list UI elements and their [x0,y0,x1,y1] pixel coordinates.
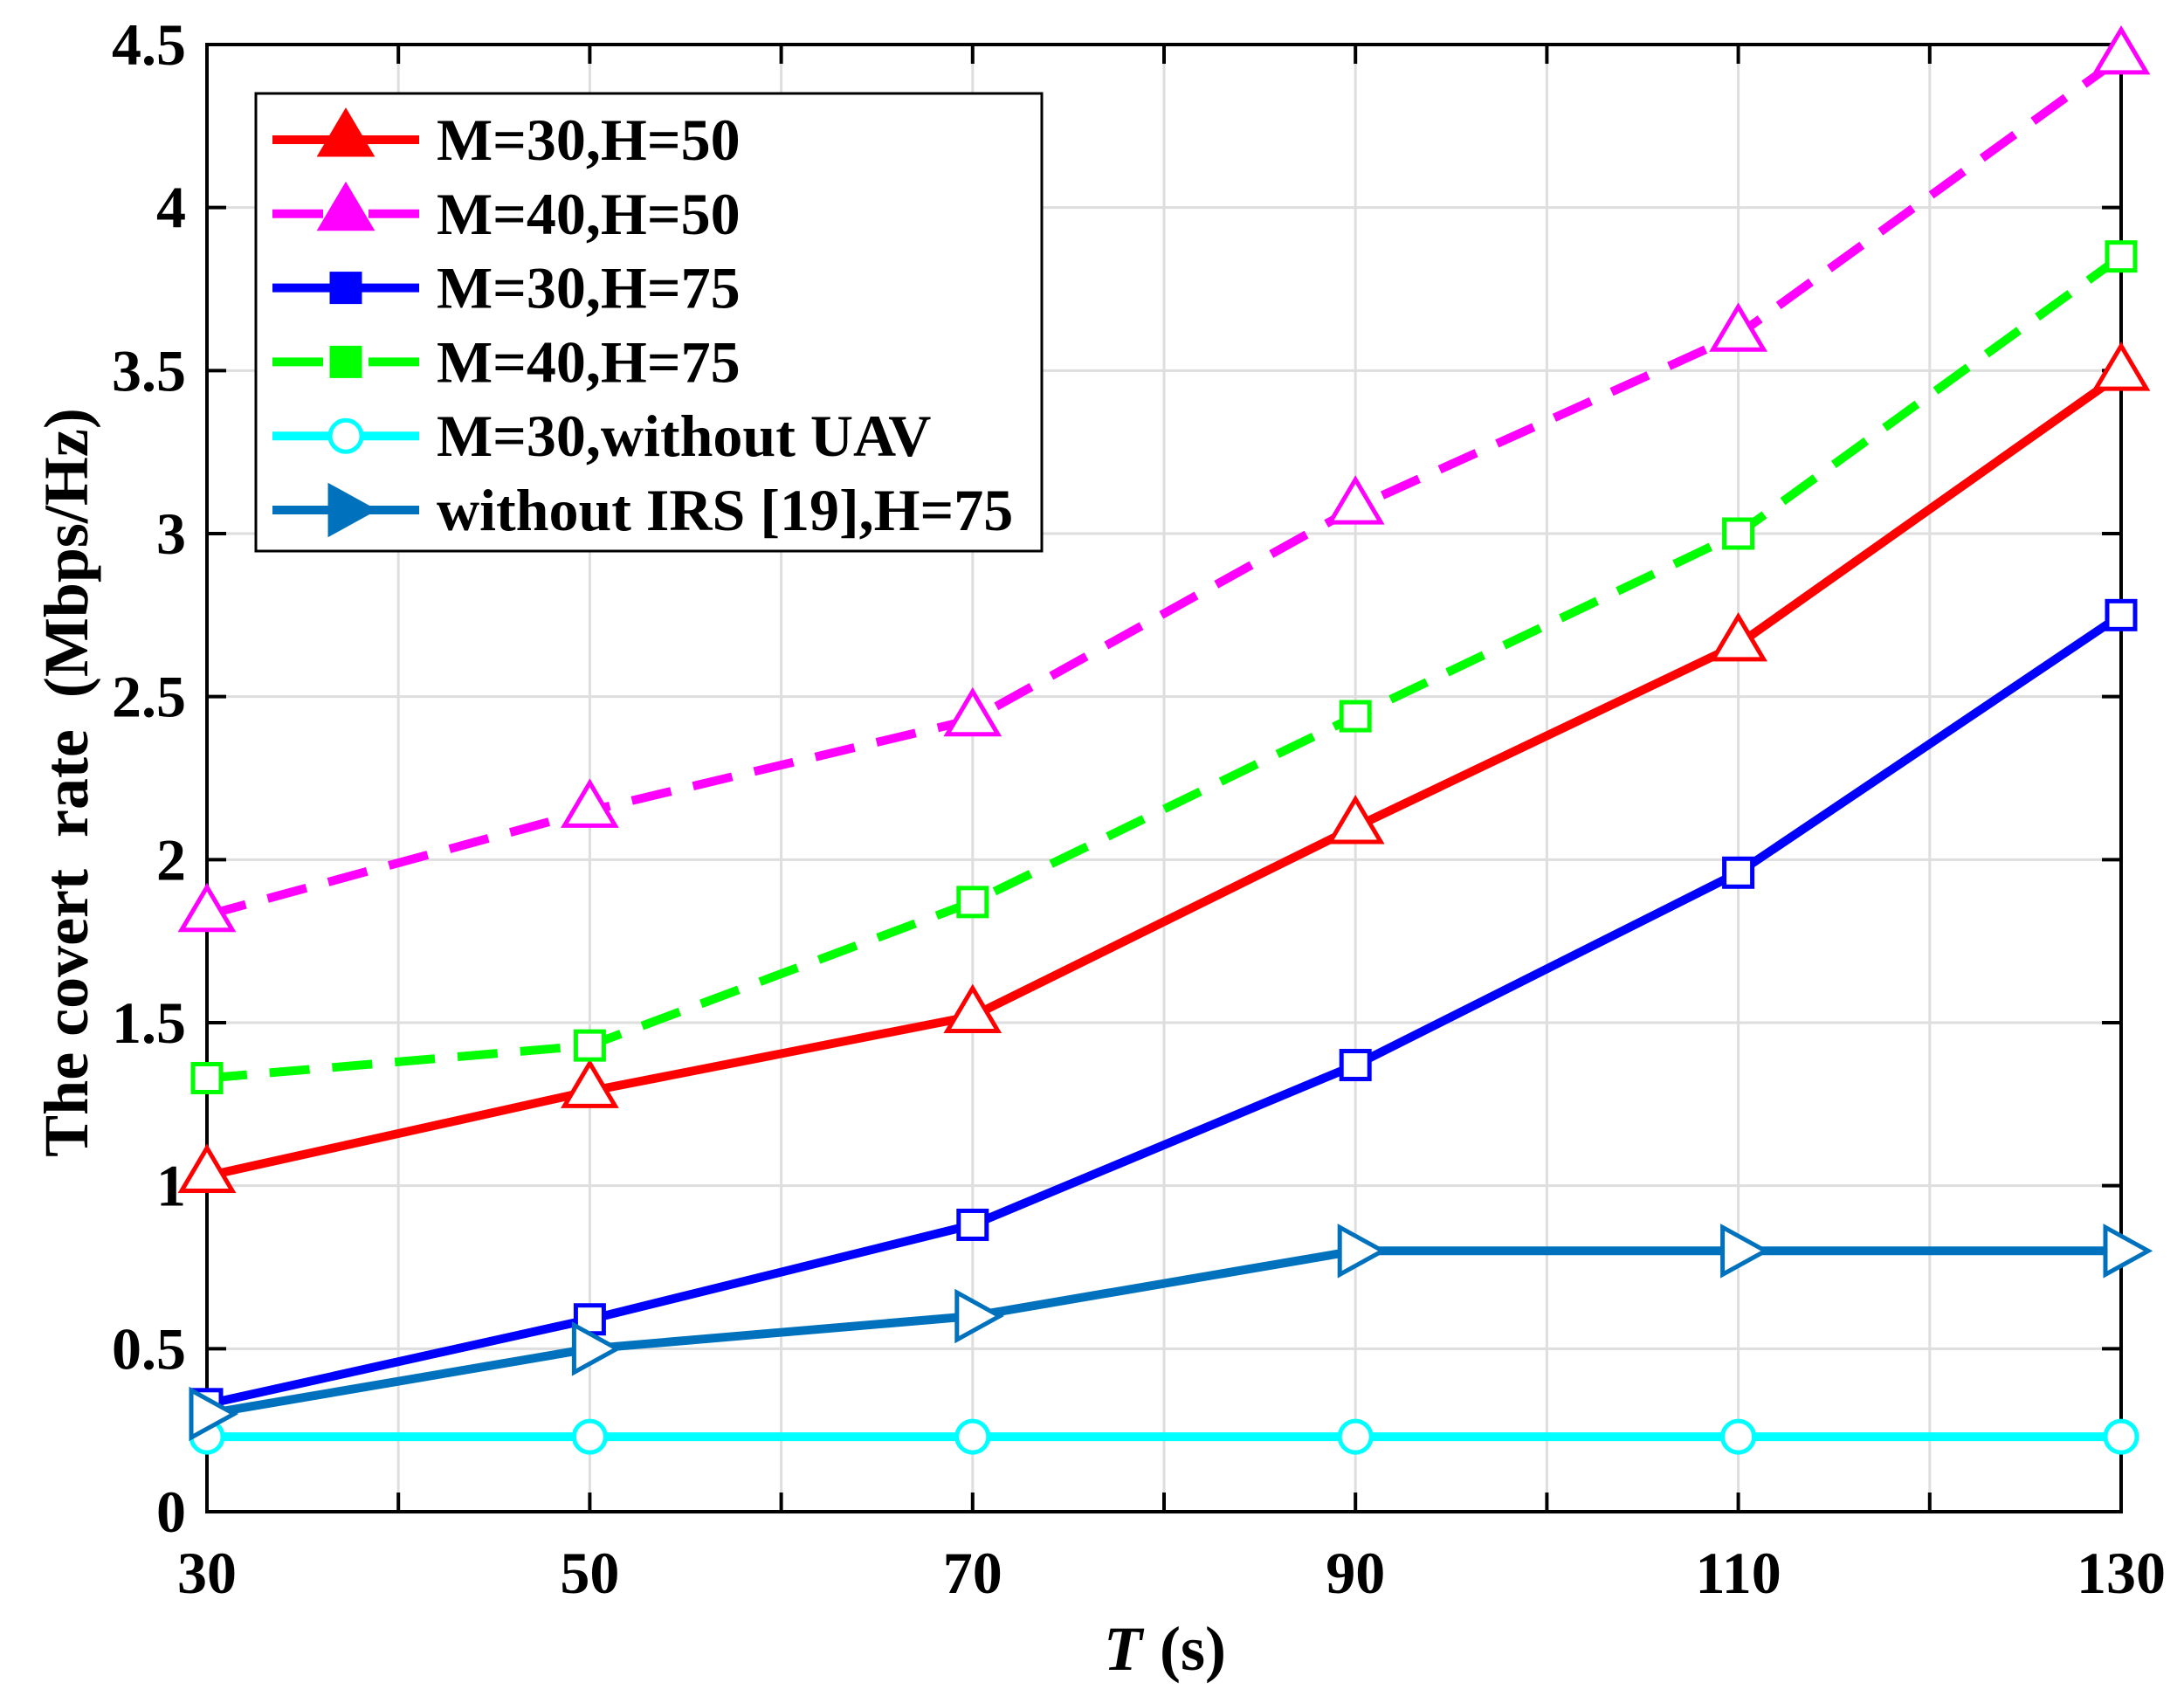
data-point-marker [956,886,989,919]
legend-entry: M=30,H=50 [272,107,741,173]
series-m-30-h-75 [190,598,2138,1421]
y-tick-label: 4 [156,175,186,241]
axes: 0 0.5 1 1.5 2 2.5 3 3.5 4 4.5 30 50 70 90 110 130 [112,11,2166,1606]
legend-label: M=30,without UAV [437,403,931,469]
series-m-30-without-uav [189,1418,2139,1455]
y-axis-label: The covert rate (Mbps/Hz) [31,408,101,1157]
x-axis-label: T (s) [1104,1614,1226,1684]
data-point-marker [189,1386,239,1442]
data-point-marker [1339,1049,1372,1082]
legend: M=30,H=50 M=40,H=50 M=30,H=75 M=40,H=75 M=30… [254,92,1044,553]
legend-label: M=30,H=75 [437,255,741,321]
data-point-marker [177,1143,237,1193]
legend-marker [327,482,378,538]
legend-label: without IRS [19],H=75 [437,477,1013,543]
y-tick-label: 2.5 [112,664,186,730]
legend-entry: M=30,H=75 [272,255,741,321]
y-tick-label: 1.5 [112,989,186,1056]
data-point-marker [2103,1418,2139,1455]
x-tick-label: 130 [2077,1540,2166,1606]
data-point-marker [2091,25,2151,75]
legend-label: M=30,H=50 [437,107,741,173]
data-point-marker [956,1208,989,1241]
y-tick-label: 1 [156,1153,186,1219]
data-point-marker [1722,856,1755,889]
y-tick-label: 3.5 [112,337,186,403]
series-without-irs-19-h-75 [189,1224,2153,1442]
series-m-40-h-50 [177,25,2151,933]
legend-marker [329,345,362,378]
series-m-40-h-75 [190,240,2138,1094]
legend-marker [327,417,364,454]
y-tick-label: 0.5 [112,1315,186,1382]
data-point-marker [1339,700,1372,733]
series-line [206,1246,2121,1418]
data-point-marker [2103,1224,2153,1279]
legend-label: M=40,H=75 [437,328,741,395]
data-point-marker [561,778,619,828]
data-point-marker [1720,1418,1757,1455]
data-point-marker [561,1058,619,1108]
series-line [206,252,2124,1083]
data-point-marker [2105,240,2138,273]
legend-label: M=40,H=50 [437,181,741,247]
data-point-marker [943,983,1002,1034]
data-point-marker [177,882,237,933]
data-point-marker [2105,598,2138,631]
legend-marker [316,107,375,157]
data-point-marker [954,1288,1004,1344]
legend-entry: M=30,without UAV [272,403,931,469]
data-point-marker [1709,302,1767,352]
data-point-marker [2091,341,2151,391]
legend-box [254,92,1044,553]
data-point-marker [1722,517,1755,550]
data-point-marker [1337,1224,1388,1279]
series-line [205,611,2124,1409]
y-tick-label: 4.5 [112,11,186,78]
data-point-marker [1326,795,1385,845]
y-tick-label: 2 [156,826,186,893]
x-axis-unit: (s) [1160,1614,1226,1684]
x-tick-label: 50 [560,1540,619,1606]
x-axis-variable: T [1104,1614,1145,1684]
data-point-marker [571,1321,622,1376]
data-point-marker [573,1029,606,1062]
data-point-marker [1326,475,1385,525]
series-line [205,370,2124,1181]
data-point-marker [954,1418,991,1455]
data-point-marker [571,1418,608,1455]
y-tick-label: 0 [156,1479,186,1545]
data-point-marker [190,1061,224,1094]
series-layer [177,25,2153,1455]
data-point-marker [1720,1224,1770,1279]
data-point-marker [943,686,1002,737]
legend-marker [329,272,362,305]
series-line [205,53,2124,920]
legend-marker [316,181,375,231]
x-tick-label: 70 [943,1540,1002,1606]
y-tick-label: 3 [156,500,186,567]
legend-entry: M=40,H=75 [272,328,741,395]
series-m-30-h-50 [177,341,2151,1193]
legend-entry: M=40,H=50 [272,181,741,247]
legend-entry: without IRS [19],H=75 [272,477,1013,543]
data-point-marker [1709,612,1767,662]
x-tick-label: 110 [1695,1540,1781,1606]
x-tick-label: 30 [177,1540,237,1606]
data-point-marker [1337,1418,1374,1455]
x-tick-label: 90 [1326,1540,1385,1606]
